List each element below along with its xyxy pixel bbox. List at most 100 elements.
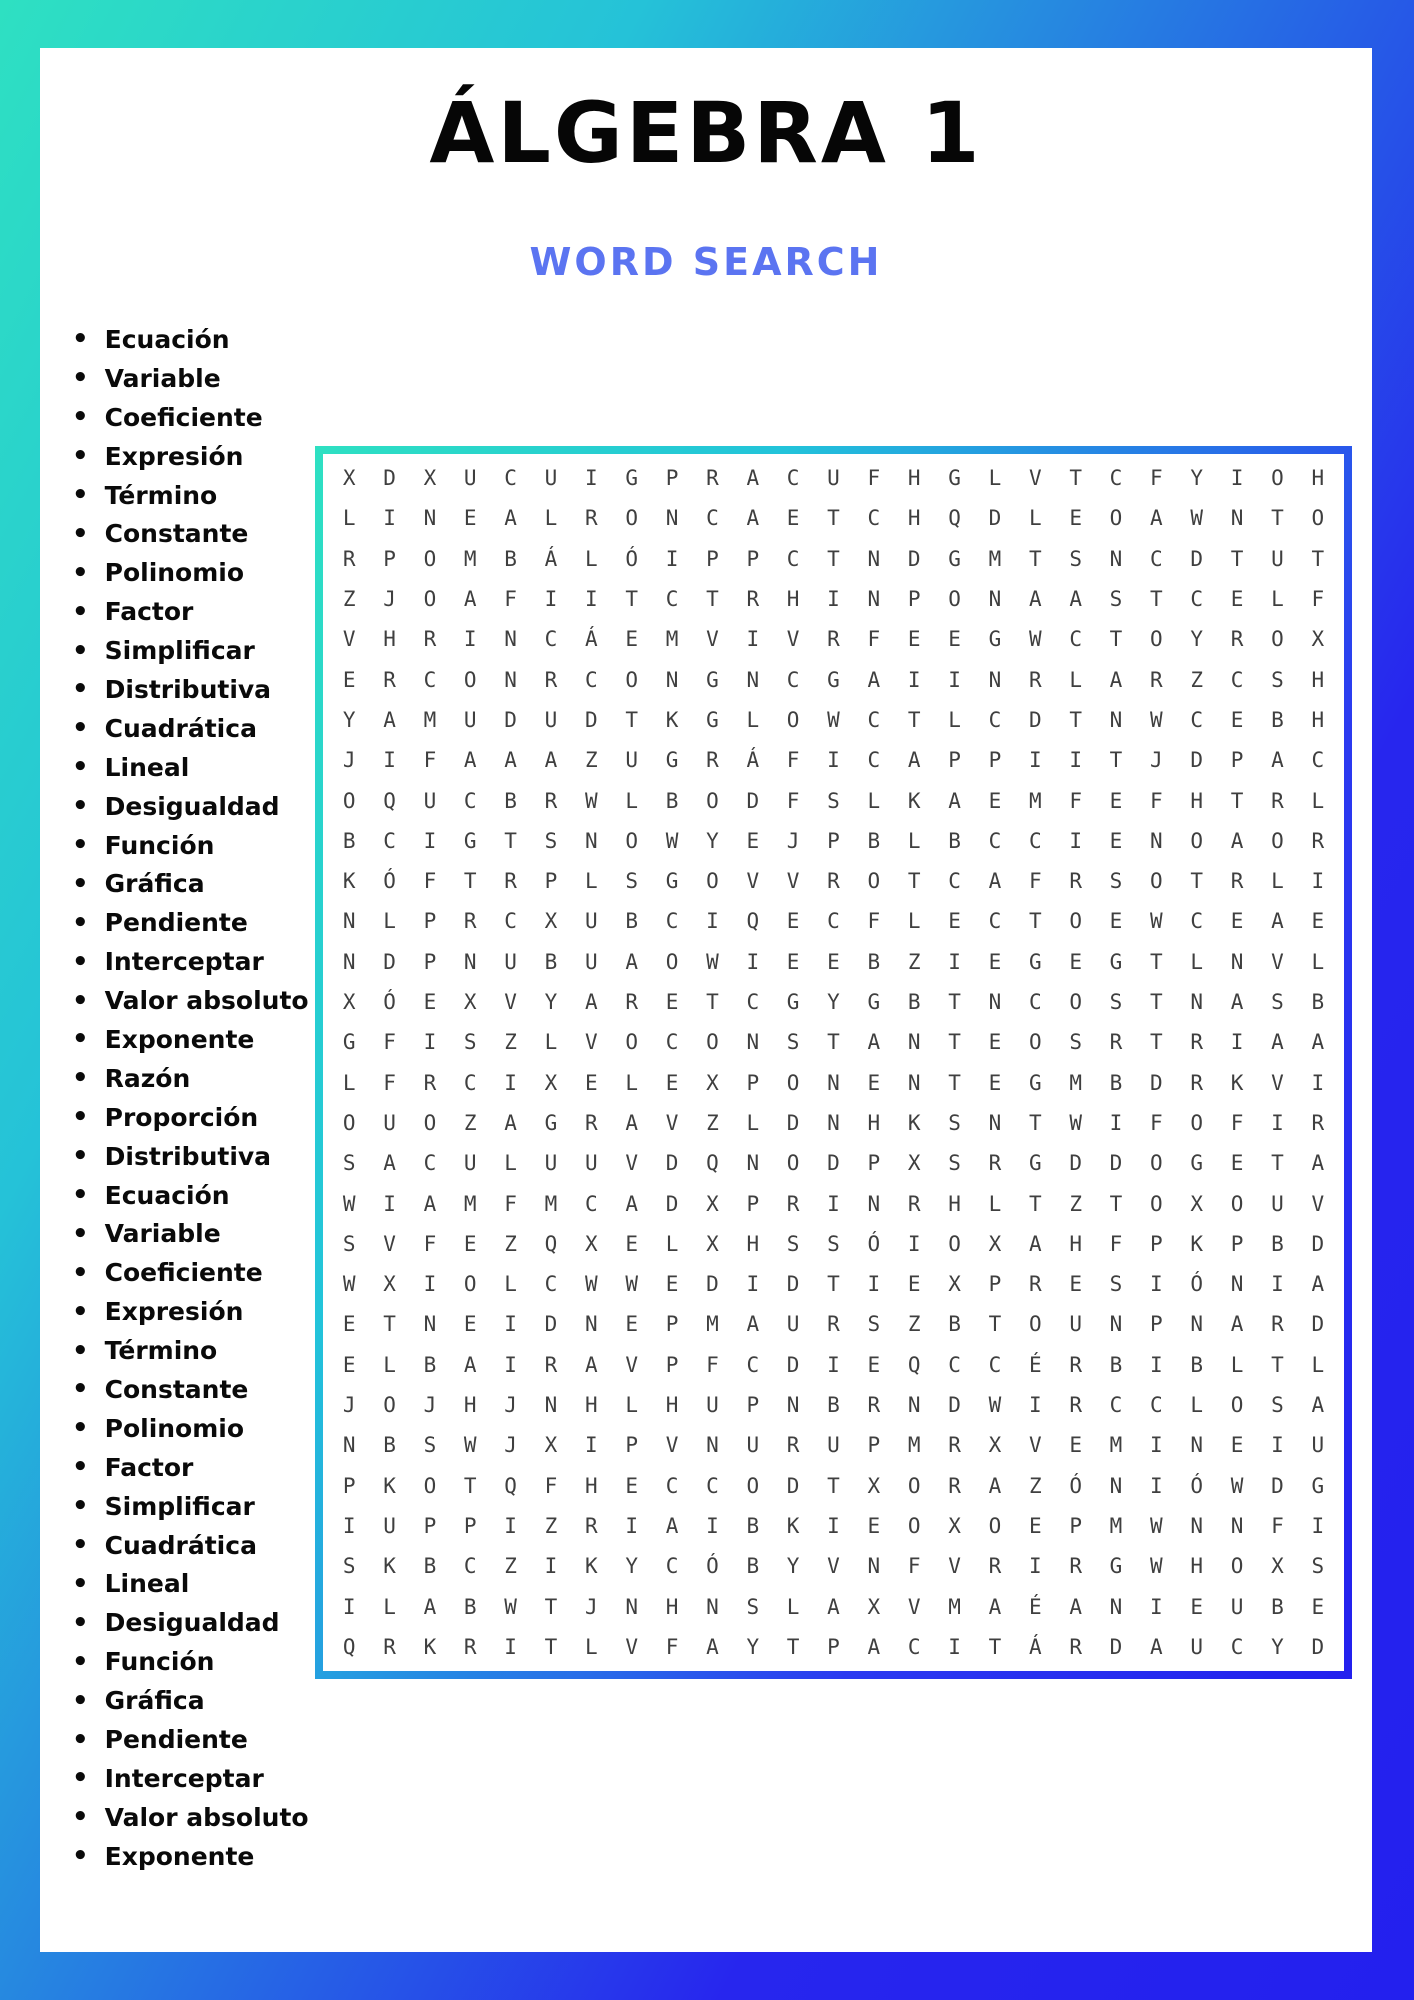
grid-cell: C [988, 909, 1002, 934]
grid-cell: W [827, 707, 840, 732]
grid-cell: V [706, 627, 719, 652]
grid-cell: E [1109, 909, 1123, 934]
grid-cell: J [585, 1594, 598, 1619]
grid-cell: A [463, 1352, 477, 1377]
grid-cell: C [423, 1151, 437, 1176]
grid-cell: O [786, 1070, 800, 1095]
bullet-icon: • [72, 674, 89, 705]
grid-cell: T [1069, 707, 1082, 732]
bullet-icon: • [72, 1802, 89, 1833]
grid-cell: Q [706, 1151, 719, 1176]
grid-cell: D [786, 1473, 800, 1498]
bullet-icon: • [72, 635, 89, 666]
grid-cell: L [625, 1070, 639, 1095]
grid-cell: C [1069, 627, 1082, 652]
word-label: Proporción [104, 1102, 259, 1132]
grid-cell: V [665, 1110, 679, 1135]
grid-cell: N [504, 627, 517, 652]
grid-cell: W [988, 1393, 1002, 1418]
word-label: Constante [104, 1374, 249, 1404]
grid-cell: X [585, 1231, 598, 1256]
word-list-item: • Función [72, 826, 309, 865]
grid-cell: G [342, 1030, 356, 1055]
grid-cell: U [544, 1151, 558, 1176]
grid-cell: D [383, 466, 396, 491]
grid-cell: L [625, 1393, 639, 1418]
grid-cell: I [383, 1191, 396, 1216]
grid-cell: L [544, 1030, 558, 1055]
grid-cell: O [1271, 466, 1284, 491]
word-label: Factor [104, 1452, 194, 1482]
grid-cell: T [1028, 1191, 1042, 1216]
word-list-item: • Variable [72, 359, 309, 398]
grid-cell: Z [1069, 1191, 1082, 1216]
grid-cell: F [706, 1352, 719, 1377]
bullet-icon: • [72, 1413, 89, 1444]
grid-cell: L [867, 788, 881, 813]
grid-cell: O [1271, 828, 1284, 853]
grid-cell: N [1109, 1594, 1123, 1619]
grid-cell: L [585, 869, 598, 894]
word-label: Polinomio [104, 1413, 245, 1443]
grid-cell: H [1311, 707, 1325, 732]
word-label: Simplificar [104, 1491, 255, 1521]
word-list-item: • Distributiva [72, 1137, 309, 1176]
grid-cell: W [1230, 1473, 1244, 1498]
grid-cell: E [463, 1231, 477, 1256]
grid-cell: E [907, 627, 921, 652]
grid-cell: N [423, 1312, 437, 1337]
grid-cell: C [1190, 587, 1204, 612]
bullet-icon: • [72, 907, 89, 938]
grid-cell: C [1190, 707, 1204, 732]
grid-cell: S [1271, 667, 1284, 692]
word-label: Variable [104, 1219, 221, 1249]
grid-cell: G [786, 990, 800, 1015]
grid-cell: L [1311, 788, 1325, 813]
grid-cell: K [342, 869, 356, 894]
grid-cell: E [948, 627, 961, 652]
grid-cell: W [1150, 707, 1163, 732]
grid-cell: Ó [1190, 1272, 1204, 1297]
grid-cell: I [907, 1231, 921, 1256]
grid-cell: A [988, 869, 1002, 894]
grid-cell: S [625, 869, 639, 894]
grid-cell: X [907, 1151, 921, 1176]
grid-cell: U [585, 949, 598, 974]
grid-cell: N [1190, 1312, 1204, 1337]
grid-cell: D [544, 1312, 558, 1337]
grid-cell: O [625, 828, 639, 853]
grid-cell: A [867, 1634, 881, 1659]
grid-cell: J [504, 1393, 517, 1418]
grid-cell: H [383, 627, 396, 652]
grid-cell: I [585, 466, 598, 491]
word-label: Ecuación [104, 1180, 230, 1210]
grid-cell: I [1271, 1272, 1284, 1297]
grid-cell: M [1109, 1513, 1123, 1538]
grid-cell: R [544, 667, 558, 692]
word-list-item: • Interceptar [72, 1759, 309, 1798]
grid-cell: I [665, 546, 679, 571]
grid-cell: Q [948, 506, 961, 531]
grid-cell: E [867, 1352, 881, 1377]
grid-cell: O [706, 1030, 719, 1055]
grid-cell: T [988, 1312, 1002, 1337]
grid-cell: C [1190, 909, 1204, 934]
grid-cell: M [463, 1191, 477, 1216]
grid-cell: R [988, 1151, 1002, 1176]
grid-cell: B [907, 990, 921, 1015]
grid-cell: V [625, 1634, 639, 1659]
grid-cell: I [463, 627, 477, 652]
grid-cell: Y [625, 1554, 639, 1579]
grid-cell: B [1190, 1352, 1204, 1377]
grid-cell: N [504, 667, 517, 692]
grid-cell: N [1230, 949, 1244, 974]
grid-cell: P [665, 466, 679, 491]
grid-cell: T [1271, 1151, 1284, 1176]
grid-cell: Ó [706, 1554, 719, 1579]
grid-cell: B [544, 949, 558, 974]
word-list-item: • Proporción [72, 1098, 309, 1137]
grid-cell: I [625, 1513, 639, 1538]
grid-cell: E [988, 1070, 1002, 1095]
grid-cell: E [907, 1272, 921, 1297]
grid-cell: C [706, 1473, 719, 1498]
